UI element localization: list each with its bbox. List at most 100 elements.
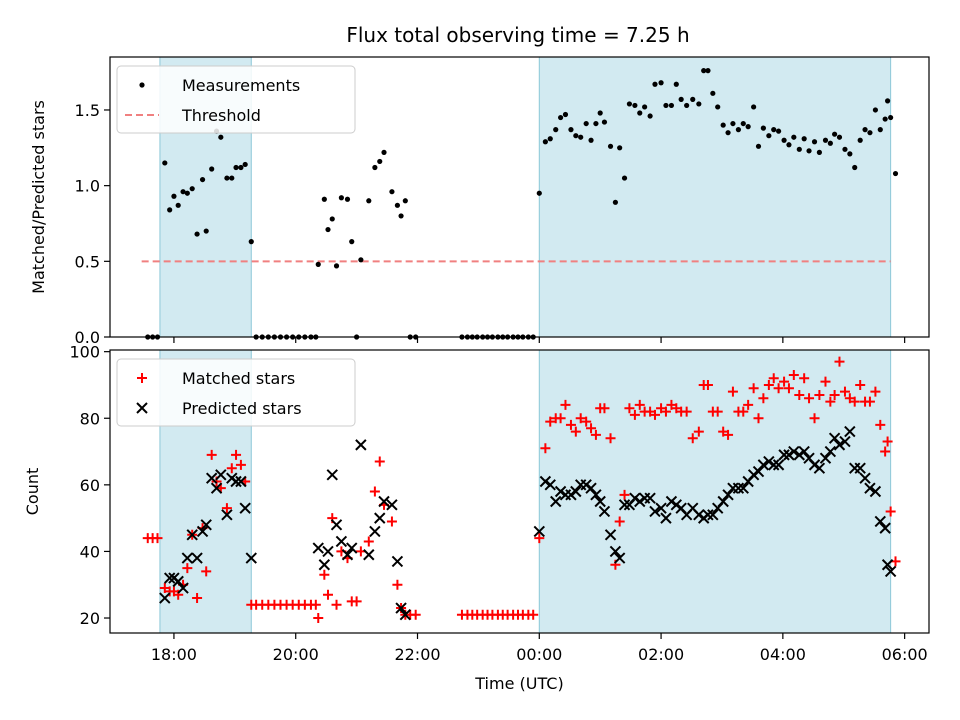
x-tick-label: 02:00 bbox=[638, 645, 684, 664]
data-point bbox=[229, 175, 235, 181]
data-point bbox=[205, 472, 218, 484]
data-point bbox=[312, 542, 324, 554]
data-point bbox=[578, 134, 584, 140]
data-point bbox=[206, 449, 217, 460]
legend-marker bbox=[137, 373, 147, 383]
data-point bbox=[609, 545, 622, 558]
data-point bbox=[827, 140, 833, 146]
data-point bbox=[575, 413, 586, 424]
y-axis-label: Count bbox=[23, 468, 42, 516]
data-point bbox=[658, 80, 664, 86]
data-point bbox=[859, 472, 871, 484]
data-point bbox=[824, 445, 837, 458]
data-point bbox=[598, 505, 611, 518]
data-point bbox=[649, 505, 661, 518]
data-point bbox=[245, 552, 257, 564]
data-point bbox=[613, 552, 626, 564]
data-point bbox=[310, 599, 321, 610]
data-point bbox=[395, 602, 407, 614]
data-point bbox=[702, 509, 714, 521]
data-point bbox=[210, 482, 223, 494]
data-point bbox=[864, 482, 876, 494]
data-point bbox=[358, 257, 364, 263]
data-point bbox=[836, 134, 843, 140]
plot-frame bbox=[109, 56, 930, 338]
data-point bbox=[655, 502, 667, 514]
data-point bbox=[882, 436, 893, 447]
data-point bbox=[162, 160, 168, 166]
data-point bbox=[730, 120, 736, 127]
legend-box bbox=[116, 358, 356, 427]
data-point bbox=[570, 485, 582, 498]
data-point bbox=[852, 164, 858, 171]
data-point bbox=[372, 164, 378, 171]
data-point bbox=[757, 459, 770, 471]
data-point bbox=[722, 489, 734, 501]
data-point bbox=[748, 383, 759, 394]
data-point bbox=[167, 207, 173, 213]
data-point bbox=[583, 120, 589, 127]
data-point bbox=[355, 439, 367, 451]
data-point bbox=[200, 519, 212, 531]
data-point bbox=[801, 136, 807, 142]
data-point bbox=[235, 475, 247, 488]
data-point bbox=[747, 469, 760, 481]
data-point bbox=[678, 96, 684, 102]
data-point bbox=[221, 509, 233, 521]
data-point bbox=[882, 116, 888, 122]
legend-marker bbox=[139, 82, 145, 88]
data-point bbox=[763, 455, 775, 468]
data-point bbox=[374, 456, 385, 467]
data-point bbox=[753, 413, 764, 424]
data-point bbox=[760, 125, 766, 131]
data-point bbox=[637, 110, 643, 116]
data-point bbox=[892, 170, 899, 177]
chart-title: Flux total observing time = 7.25 h bbox=[346, 23, 689, 47]
data-point bbox=[855, 379, 866, 390]
data-point bbox=[725, 130, 731, 136]
data-point bbox=[644, 492, 656, 504]
data-point bbox=[786, 142, 792, 148]
data-point bbox=[849, 396, 860, 407]
y-tick-label: 80 bbox=[80, 409, 100, 428]
data-point bbox=[758, 393, 769, 404]
data-point bbox=[534, 533, 545, 544]
data-point bbox=[727, 386, 738, 397]
data-point bbox=[884, 98, 891, 104]
data-point bbox=[218, 134, 224, 140]
data-point bbox=[772, 459, 785, 471]
data-point bbox=[847, 151, 853, 157]
data-point bbox=[647, 113, 653, 119]
data-point bbox=[588, 137, 594, 143]
data-point bbox=[369, 486, 380, 497]
data-point bbox=[542, 139, 548, 145]
data-point bbox=[673, 81, 679, 87]
data-point bbox=[554, 485, 567, 498]
data-point bbox=[816, 149, 822, 155]
data-point bbox=[794, 389, 805, 400]
data-point bbox=[808, 459, 821, 471]
data-point bbox=[330, 519, 343, 531]
data-point bbox=[378, 495, 390, 508]
data-point bbox=[690, 96, 696, 102]
data-point bbox=[594, 495, 606, 508]
data-point bbox=[687, 433, 698, 444]
data-point bbox=[539, 475, 552, 488]
data-point bbox=[819, 452, 832, 464]
data-point bbox=[796, 146, 802, 152]
data-point bbox=[528, 609, 539, 620]
data-point bbox=[377, 158, 383, 165]
data-point bbox=[738, 406, 749, 417]
data-point bbox=[570, 426, 581, 437]
data-point bbox=[705, 68, 711, 74]
data-point bbox=[660, 406, 671, 417]
y-tick-label: 0.0 bbox=[75, 328, 100, 347]
data-point bbox=[568, 127, 574, 133]
data-point bbox=[189, 186, 195, 192]
data-point bbox=[177, 582, 189, 594]
data-point bbox=[862, 127, 868, 133]
data-point bbox=[363, 536, 374, 547]
legend-label: Predicted stars bbox=[182, 399, 302, 418]
data-point bbox=[321, 196, 327, 202]
data-point bbox=[573, 133, 579, 139]
